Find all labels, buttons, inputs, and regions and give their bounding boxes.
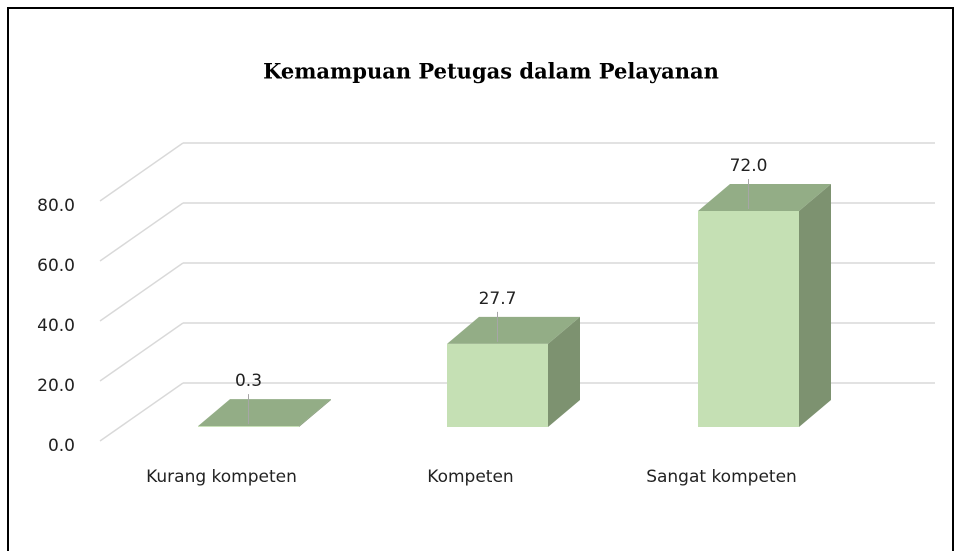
x-tick-label: Kurang kompeten: [146, 467, 297, 487]
bar-side: [799, 184, 831, 427]
data-label: 72.0: [730, 156, 768, 176]
grid-line: [99, 262, 184, 322]
y-tick-label: 40.0: [37, 316, 75, 336]
y-tick-label: 60.0: [37, 256, 75, 276]
bar: [447, 343, 548, 427]
chart-title: Kemampuan Petugas dalam Pelayanan: [263, 59, 719, 84]
bar-top: [698, 184, 831, 211]
bar-side: [548, 316, 580, 427]
y-tick-label: 20.0: [37, 376, 75, 396]
x-tick-label: Sangat kompeten: [646, 467, 797, 487]
bar-top: [198, 399, 331, 427]
grid-line: [99, 382, 184, 442]
grid-line: [99, 142, 184, 202]
data-label: 27.7: [479, 289, 517, 309]
grid-line: [99, 322, 184, 382]
x-tick-label: Kompeten: [427, 467, 513, 487]
y-tick-label: 0.0: [48, 436, 75, 456]
bar: [198, 426, 299, 427]
bar-side: [299, 399, 331, 427]
bar-top: [447, 316, 580, 344]
data-label: 0.3: [235, 371, 262, 391]
bar: [698, 211, 799, 427]
grid-line: [99, 202, 184, 262]
y-tick-label: 80.0: [37, 196, 75, 216]
